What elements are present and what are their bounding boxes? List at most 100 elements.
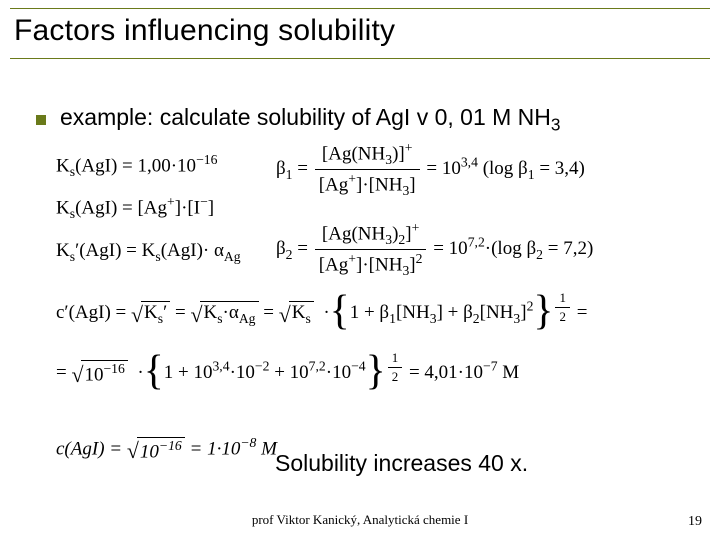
t: ]·[NH [356,174,402,195]
t: 2 [286,247,293,262]
t: 1 [286,167,293,182]
t: 1 [389,311,396,326]
t: [Ag [319,254,349,275]
t: (AgI)· α [161,240,224,261]
t: 10 [84,365,103,386]
t: M [498,362,520,383]
t: 7,2 [468,235,485,250]
bullet-main: example: calculate solubility of AgI v 0… [60,104,551,130]
t: = 1·10 [190,438,241,459]
footer-text: prof Viktor Kanický, Analytická chemie I [0,512,720,528]
t: + [348,251,356,266]
t: −7 [483,359,498,374]
t: −8 [240,435,256,450]
t: −2 [255,359,270,374]
t: ] [409,174,415,195]
t: = 10 [433,238,467,259]
t: ′ [163,302,167,323]
rule-top [10,8,710,9]
t: 2 [527,299,534,314]
t: = 10 [426,158,460,179]
t: [NH [480,302,514,323]
t: = 7,2) [543,238,593,259]
t: c′(AgI) = [56,302,131,323]
t: + [412,220,420,235]
t: 2 [555,308,570,325]
t: (AgI) = [Ag [75,197,167,218]
t: 1 [555,290,570,308]
eq-ks-value: Ks(AgI) = 1,00·10−16 [56,152,217,180]
t: K [56,155,70,176]
frac-beta1: [Ag(NH3)]+ [Ag+]·[NH3] [315,140,420,199]
solubility-increase-text: Solubility increases 40 x. [275,450,528,477]
t: ·α [223,302,239,323]
t: 2 [473,311,480,326]
t: + [405,140,413,155]
t: s [305,311,310,326]
t: −4 [351,359,366,374]
t: 7,2 [309,359,326,374]
t: K [203,302,217,323]
t: −16 [196,152,217,167]
t: − [200,194,208,209]
bullet-sub: 3 [551,115,561,135]
t: )] [392,143,405,164]
t: = [56,362,71,383]
t: = 4,01·10 [409,362,483,383]
t: 1 + 10 [164,362,213,383]
t: ] [208,197,214,218]
t: 3,4 [461,155,478,170]
t: + [348,171,356,186]
eq-cprime-line2: = √10−16 ·{1 + 103,4·10−2 + 107,2·10−4}1… [56,350,519,387]
slide-title: Factors influencing solubility [14,14,395,48]
t: ·10 [230,362,255,383]
eq-ksprime: Ks′(AgI) = Ks(AgI)· αAg [56,240,241,265]
t: 1 + β [350,302,389,323]
t: [Ag [319,174,349,195]
t: Ag [239,311,256,326]
t: −16 [159,438,182,453]
t: −16 [103,361,124,376]
t: 2 [416,251,423,266]
t: ]·[NH [356,254,402,275]
t: + 10 [269,362,308,383]
t: β [276,158,286,179]
t: [NH [396,302,430,323]
t: 2 [388,368,403,385]
eq-beta2: β2 = [Ag(NH3)2]+ [Ag+]·[NH3]2 = 107,2·(l… [276,220,593,279]
t: 1 [388,350,403,368]
t: Ag [224,249,241,264]
frac-beta2: [Ag(NH3)2]+ [Ag+]·[NH3]2 [315,220,427,279]
eq-cprime-line1: c′(AgI) = √Ks′ = √Ks·αAg = √Ks ·{1 + β1[… [56,290,587,327]
t: = 1,00·10 [122,155,196,176]
t: 10 [140,441,159,462]
bullet-row: example: calculate solubility of AgI v 0… [36,104,561,136]
t: [Ag(NH [322,143,385,164]
t: ]·[I [175,197,200,218]
eq-ks-product: Ks(AgI) = [Ag+]·[I−] [56,194,214,222]
t: K [56,197,70,218]
t: (log β [483,158,528,179]
t: 3 [430,311,437,326]
t: ·(log β [485,238,536,259]
t: K [292,302,306,323]
t: + [167,194,175,209]
t: K [56,240,70,261]
t: ·10 [326,362,351,383]
rule-under-title [10,58,710,59]
t: β [276,238,286,259]
t: 1 [528,167,535,182]
t: 3,4 [212,359,229,374]
bullet-square-icon [36,115,46,125]
t: = 3,4) [535,158,585,179]
t: = [263,302,278,323]
t: (AgI) = K [79,240,155,261]
t: K [144,302,158,323]
bullet-text: example: calculate solubility of AgI v 0… [60,104,561,136]
t: ] + β [437,302,473,323]
t: c(AgI) = [56,438,127,459]
t: M [256,438,277,459]
t: 2 [536,247,543,262]
t: (AgI) [75,155,117,176]
page-number: 19 [688,514,702,530]
